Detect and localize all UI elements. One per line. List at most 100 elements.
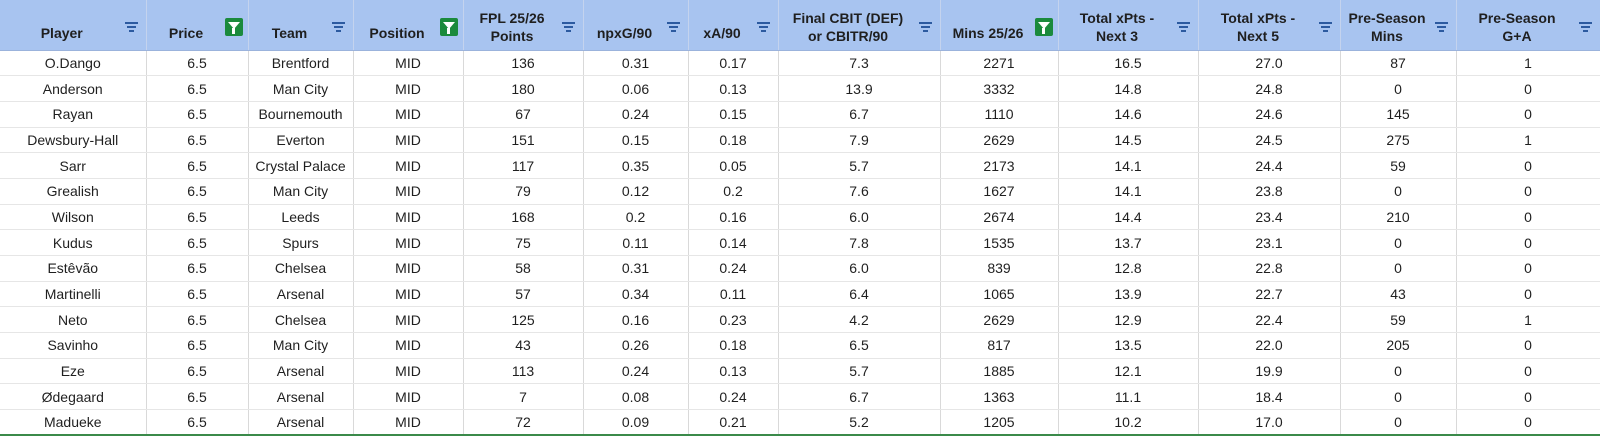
table-cell[interactable]: 145	[1340, 101, 1457, 128]
filter-lines-icon[interactable]	[756, 20, 772, 34]
table-cell[interactable]: 1	[1456, 50, 1600, 77]
table-cell[interactable]: Crystal Palace	[248, 152, 354, 179]
table-cell[interactable]: 27.0	[1198, 50, 1341, 77]
table-cell[interactable]: 14.4	[1058, 204, 1199, 231]
table-cell[interactable]: Sarr	[0, 152, 147, 179]
table-cell[interactable]: MID	[353, 127, 464, 154]
table-cell[interactable]: 14.1	[1058, 152, 1199, 179]
table-cell[interactable]: MID	[353, 101, 464, 128]
table-cell[interactable]: 18.4	[1198, 383, 1341, 411]
table-cell[interactable]: 0.24	[583, 358, 689, 385]
table-cell[interactable]: Chelsea	[248, 306, 354, 334]
table-cell[interactable]: 0.31	[583, 50, 689, 77]
table-cell[interactable]: 75	[463, 229, 584, 256]
table-cell[interactable]: 6.5	[146, 383, 249, 411]
table-cell[interactable]: MID	[353, 152, 464, 179]
table-cell[interactable]: 6.5	[146, 152, 249, 179]
table-cell[interactable]: 0.16	[688, 204, 779, 231]
table-cell[interactable]: MID	[353, 409, 464, 437]
table-cell[interactable]: 7.9	[778, 127, 941, 154]
table-cell[interactable]: 0	[1340, 75, 1457, 102]
table-cell[interactable]: 4.2	[778, 306, 941, 334]
table-cell[interactable]: 7.3	[778, 50, 941, 77]
table-cell[interactable]: 6.5	[146, 127, 249, 154]
table-cell[interactable]: 6.5	[146, 281, 249, 308]
table-cell[interactable]: Ødegaard	[0, 383, 147, 411]
table-cell[interactable]: 22.8	[1198, 255, 1341, 282]
table-cell[interactable]: 151	[463, 127, 584, 154]
table-cell[interactable]: 0.13	[688, 75, 779, 102]
table-cell[interactable]: 0.11	[583, 229, 689, 256]
column-header[interactable]: xA/90	[688, 0, 779, 51]
table-cell[interactable]: MID	[353, 306, 464, 334]
table-cell[interactable]: 12.1	[1058, 358, 1199, 385]
table-cell[interactable]: 0.34	[583, 281, 689, 308]
table-cell[interactable]: Savinho	[0, 332, 147, 359]
filter-lines-icon[interactable]	[1176, 20, 1192, 34]
table-cell[interactable]: 168	[463, 204, 584, 231]
column-header[interactable]: FPL 25/26 Points	[463, 0, 584, 51]
table-cell[interactable]: 6.5	[146, 178, 249, 205]
table-cell[interactable]: 11.1	[1058, 383, 1199, 411]
table-cell[interactable]: Dewsbury-Hall	[0, 127, 147, 154]
table-cell[interactable]: 2674	[940, 204, 1059, 231]
table-cell[interactable]: 275	[1340, 127, 1457, 154]
table-cell[interactable]: O.Dango	[0, 50, 147, 77]
table-cell[interactable]: 839	[940, 255, 1059, 282]
table-cell[interactable]: 67	[463, 101, 584, 128]
table-cell[interactable]: Grealish	[0, 178, 147, 205]
table-cell[interactable]: Bournemouth	[248, 101, 354, 128]
table-cell[interactable]: 0.13	[688, 358, 779, 385]
table-cell[interactable]: Arsenal	[248, 281, 354, 308]
table-cell[interactable]: 6.7	[778, 383, 941, 411]
table-cell[interactable]: 6.5	[146, 101, 249, 128]
table-cell[interactable]: Chelsea	[248, 255, 354, 282]
table-cell[interactable]: 0	[1456, 281, 1600, 308]
table-cell[interactable]: 23.4	[1198, 204, 1341, 231]
table-cell[interactable]: Everton	[248, 127, 354, 154]
table-cell[interactable]: 205	[1340, 332, 1457, 359]
table-cell[interactable]: 6.5	[146, 255, 249, 282]
table-cell[interactable]: Madueke	[0, 409, 147, 437]
column-header[interactable]: Price	[146, 0, 249, 51]
table-cell[interactable]: 13.9	[778, 75, 941, 102]
table-cell[interactable]: 1205	[940, 409, 1059, 437]
table-cell[interactable]: 0	[1340, 383, 1457, 411]
table-cell[interactable]: MID	[353, 204, 464, 231]
table-cell[interactable]: 0.18	[688, 332, 779, 359]
table-cell[interactable]: 43	[1340, 281, 1457, 308]
table-cell[interactable]: 0.2	[688, 178, 779, 205]
table-cell[interactable]: 2629	[940, 127, 1059, 154]
table-cell[interactable]: 0.11	[688, 281, 779, 308]
table-cell[interactable]: Rayan	[0, 101, 147, 128]
table-cell[interactable]: 113	[463, 358, 584, 385]
table-cell[interactable]: 0	[1456, 358, 1600, 385]
filter-lines-icon[interactable]	[666, 20, 682, 34]
table-cell[interactable]: 0	[1340, 229, 1457, 256]
table-cell[interactable]: 6.4	[778, 281, 941, 308]
table-cell[interactable]: 6.5	[146, 332, 249, 359]
table-cell[interactable]: 0.09	[583, 409, 689, 437]
column-header[interactable]: npxG/90	[583, 0, 689, 51]
table-cell[interactable]: 58	[463, 255, 584, 282]
table-cell[interactable]: 1885	[940, 358, 1059, 385]
table-cell[interactable]: Man City	[248, 75, 354, 102]
table-cell[interactable]: 1110	[940, 101, 1059, 128]
table-cell[interactable]: 0.15	[583, 127, 689, 154]
table-cell[interactable]: MID	[353, 255, 464, 282]
table-cell[interactable]: 13.7	[1058, 229, 1199, 256]
table-cell[interactable]: Brentford	[248, 50, 354, 77]
table-cell[interactable]: MID	[353, 75, 464, 102]
table-cell[interactable]: 0.2	[583, 204, 689, 231]
table-cell[interactable]: 6.0	[778, 204, 941, 231]
table-cell[interactable]: 12.8	[1058, 255, 1199, 282]
column-header[interactable]: Position	[353, 0, 464, 51]
table-cell[interactable]: 210	[1340, 204, 1457, 231]
table-cell[interactable]: MID	[353, 178, 464, 205]
table-cell[interactable]: 72	[463, 409, 584, 437]
table-cell[interactable]: Eze	[0, 358, 147, 385]
table-cell[interactable]: Man City	[248, 178, 354, 205]
table-cell[interactable]: 1627	[940, 178, 1059, 205]
table-cell[interactable]: 5.7	[778, 358, 941, 385]
filter-lines-icon[interactable]	[918, 20, 934, 34]
